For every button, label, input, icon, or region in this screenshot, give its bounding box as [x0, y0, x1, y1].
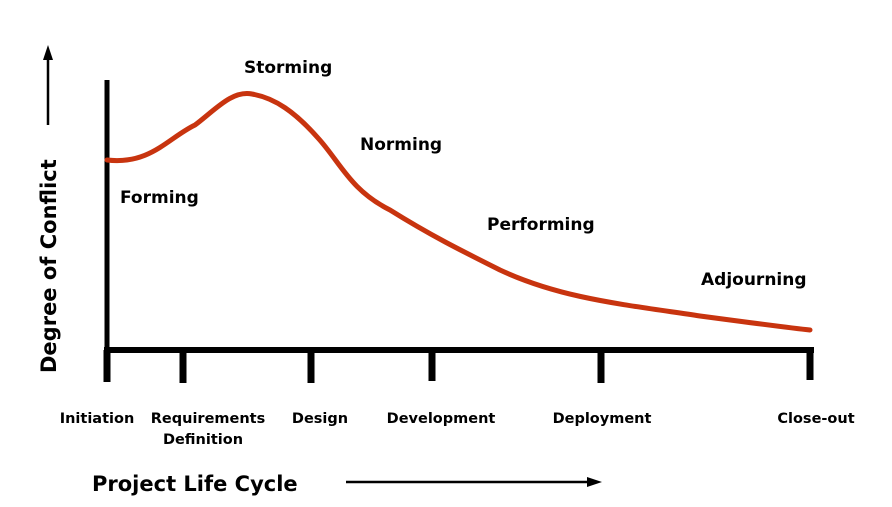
phase-label-close-out: Close-out [777, 411, 854, 427]
phase-label-initiation: Initiation [60, 411, 135, 427]
phase-label-design: Design [292, 411, 348, 427]
stage-label-storming: Storming [244, 58, 332, 78]
y-axis-title: Degree of Conflict [37, 159, 61, 373]
phase-label-development: Development [387, 411, 496, 427]
phase-label-requirements-line2: Definition [163, 432, 243, 448]
stage-label-performing: Performing [487, 215, 595, 235]
stage-label-forming: Forming [120, 188, 199, 208]
y-axis-title-arrowhead [43, 45, 53, 60]
stage-label-adjourning: Adjourning [701, 270, 807, 290]
stage-label-norming: Norming [360, 135, 442, 155]
x-axis-title: Project Life Cycle [92, 472, 298, 496]
conflict-curve [104, 91, 813, 333]
phase-label-deployment: Deployment [553, 411, 652, 427]
phase-label-requirements: Requirements [151, 411, 266, 427]
x-axis-title-arrowhead [587, 477, 602, 487]
